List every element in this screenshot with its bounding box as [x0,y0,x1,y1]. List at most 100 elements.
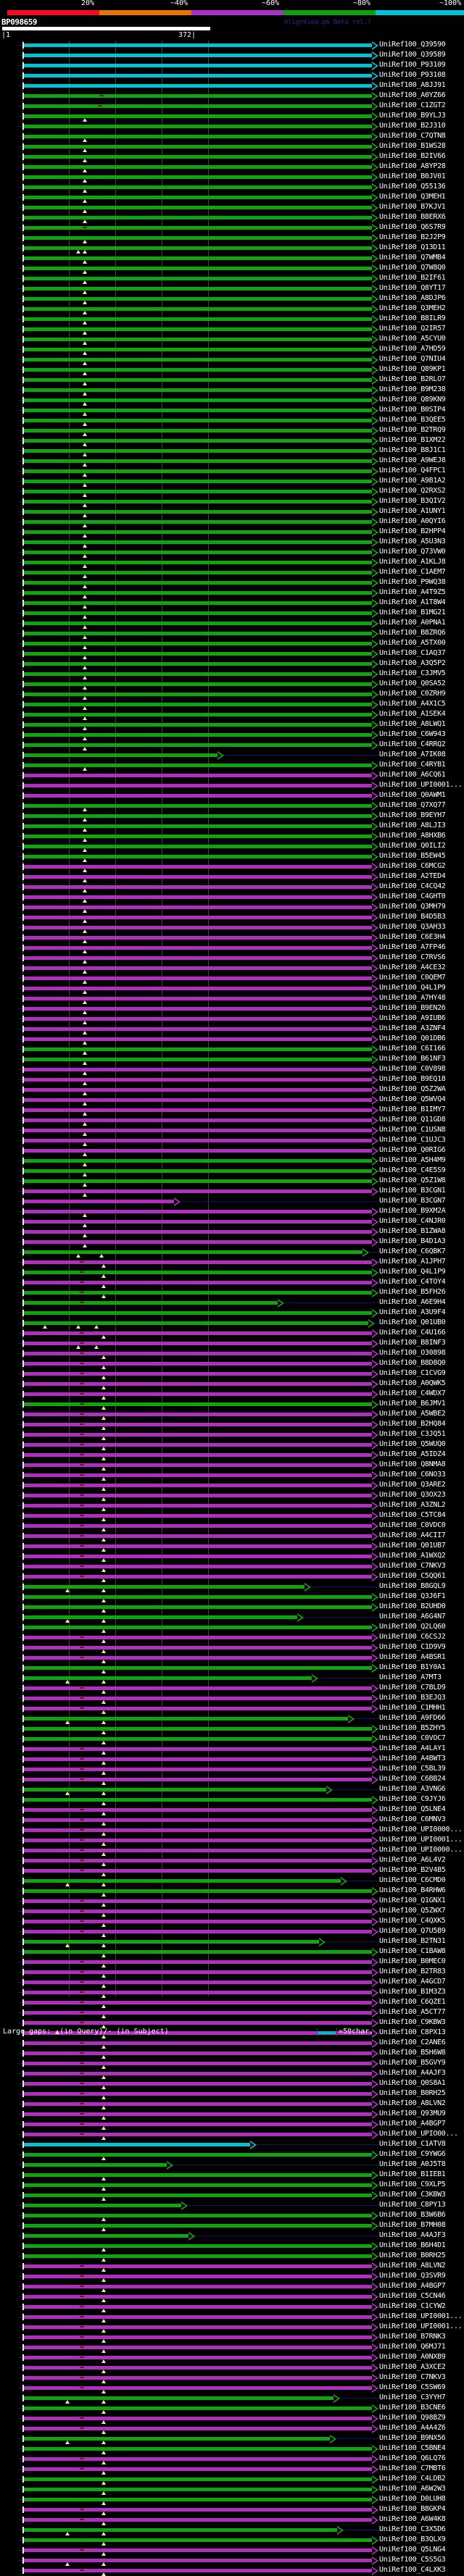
alignment-bar[interactable] [24,824,372,828]
hit-accession-label[interactable]: UniRef100_B1IEB1 [379,2170,446,2178]
hit-accession-label[interactable]: UniRef100_A3ZNF4 [379,1024,446,1032]
alignment-bar[interactable] [24,277,372,280]
hit-row[interactable]: UniRef100_A1KLJ8 [0,558,464,568]
hit-row[interactable]: UniRef100_B9EYH7 [0,811,464,821]
hit-row[interactable]: UniRef100_B2IF61 [0,274,464,284]
hit-accession-label[interactable]: UniRef100_A8YP28 [379,162,446,170]
hit-row[interactable]: UniRef100_A4A4Z6 [0,2424,464,2434]
alignment-bar[interactable] [24,1382,372,1386]
alignment-bar[interactable] [24,1849,372,1852]
hit-accession-label[interactable]: UniRef100_B7MH08 [379,2221,446,2229]
hit-row[interactable]: UniRef100_Q6LQ76 [0,2454,464,2464]
alignment-bar[interactable] [24,946,372,950]
alignment-bar[interactable] [24,520,372,524]
alignment-bar[interactable] [24,327,372,331]
alignment-bar[interactable] [24,1088,372,1092]
hit-row[interactable]: UniRef100_A9FD66 [0,1714,464,1724]
alignment-bar[interactable] [24,1818,372,1822]
hit-row[interactable]: UniRef100_C9YWG6 [0,2150,464,2160]
hit-row[interactable]: UniRef100_B2IV66 [0,152,464,162]
alignment-bar[interactable] [24,875,372,879]
alignment-bar[interactable] [24,1595,372,1599]
hit-row[interactable]: UniRef100_A3VNG6 [0,1785,464,1795]
alignment-bar[interactable] [24,2011,372,2015]
hit-accession-label[interactable]: UniRef100_UPI0001... [379,2312,463,2320]
hit-row[interactable]: UniRef100_C1ATV8 [0,2140,464,2150]
alignment-bar[interactable] [24,916,372,919]
hit-row[interactable]: UniRef100_B3QEE5 [0,416,464,426]
alignment-bar[interactable] [24,43,372,47]
hit-row[interactable]: UniRef100_C5BL39 [0,1765,464,1775]
hit-row[interactable]: UniRef100_A8HXB6 [0,832,464,842]
hit-row[interactable]: UniRef100_P9WQ38 [0,578,464,588]
hit-row[interactable]: UniRef100_A0J5T8 [0,2160,464,2170]
alignment-bar[interactable] [24,1433,372,1437]
hit-accession-label[interactable]: UniRef100_A6CQ61 [379,771,446,779]
hit-row[interactable]: UniRef100_C6W943 [0,730,464,740]
alignment-bar[interactable] [24,2457,372,2461]
hit-accession-label[interactable]: UniRef100_C4RYB1 [379,761,446,769]
hit-row[interactable]: UniRef100_C6BB24 [0,1775,464,1785]
hit-accession-label[interactable]: UniRef100_B61NF3 [379,1055,446,1063]
alignment-bar[interactable] [24,540,372,544]
alignment-bar[interactable] [24,591,372,595]
hit-row[interactable]: UniRef100_Q55136 [0,183,464,193]
alignment-bar[interactable] [24,1159,372,1163]
hit-accession-label[interactable]: UniRef100_A6E9H4 [379,1298,446,1306]
alignment-bar[interactable] [24,1301,278,1305]
hit-row[interactable]: UniRef100_B2HPP4 [0,527,464,538]
alignment-bar[interactable] [24,2163,167,2167]
alignment-bar[interactable] [24,2427,372,2430]
hit-accession-label[interactable]: UniRef100_C1USN8 [379,1126,446,1134]
hit-accession-label[interactable]: UniRef100_A4T9Z5 [379,588,446,596]
alignment-bar[interactable] [24,2508,372,2512]
hit-accession-label[interactable]: UniRef100_Q39589 [379,51,446,59]
hit-accession-label[interactable]: UniRef100_C4U166 [379,1329,446,1337]
hit-accession-label[interactable]: UniRef100_C4E5S9 [379,1166,446,1174]
alignment-bar[interactable] [24,2366,372,2370]
hit-row[interactable]: UniRef100_B8ERX6 [0,213,464,223]
alignment-bar[interactable] [24,1646,372,1649]
hit-accession-label[interactable]: UniRef100_B8GQL9 [379,1582,446,1590]
hit-accession-label[interactable]: UniRef100_B2J310 [379,122,446,130]
hit-row[interactable]: UniRef100_B6JMV1 [0,1400,464,1410]
hit-row[interactable]: UniRef100_Q5WVQ4 [0,1095,464,1105]
alignment-bar[interactable] [24,1392,372,1396]
alignment-bar[interactable] [24,84,372,88]
alignment-bar[interactable] [24,2518,372,2522]
hit-accession-label[interactable]: UniRef100_B2J2P9 [379,233,446,241]
alignment-bar[interactable] [24,2183,372,2187]
alignment-bar[interactable] [24,895,372,899]
alignment-bar[interactable] [24,2437,330,2441]
hit-accession-label[interactable]: UniRef100_B8J1C1 [379,446,446,454]
hit-accession-label[interactable]: UniRef100_UPIO00... [379,2130,458,2138]
hit-row[interactable]: UniRef100_C6CSJ2 [0,1633,464,1643]
alignment-bar[interactable] [24,114,372,118]
hit-accession-label[interactable]: UniRef100_A6W2W3 [379,2485,446,2493]
hit-accession-label[interactable]: UniRef100_B9NX56 [379,2434,446,2442]
alignment-bar[interactable] [24,2244,372,2248]
alignment-bar[interactable] [24,1149,372,1153]
alignment-bar[interactable] [24,1768,372,1771]
hit-row[interactable]: UniRef100_Q3SVR9 [0,2272,464,2282]
hit-row[interactable]: UniRef100_C7NKV3 [0,1562,464,1572]
hit-row[interactable]: UniRef100_Q13D11 [0,243,464,254]
hit-accession-label[interactable]: UniRef100_Q5WUQ0 [379,1440,446,1448]
alignment-bar[interactable] [24,1737,372,1741]
hit-accession-label[interactable]: UniRef100_Q73VW0 [379,548,446,556]
alignment-bar[interactable] [24,1118,372,1122]
hit-accession-label[interactable]: UniRef100_A5WBE2 [379,1410,446,1418]
hit-row[interactable]: UniRef100_C3JQ51 [0,1430,464,1440]
hit-row[interactable]: UniRef100_A4GCD7 [0,1978,464,1988]
hit-row[interactable]: UniRef100_A4CE32 [0,963,464,974]
alignment-bar[interactable] [24,2234,188,2238]
hit-accession-label[interactable]: UniRef100_B3QLX9 [379,2535,446,2543]
alignment-bar[interactable] [24,297,372,301]
alignment-bar[interactable] [24,1047,372,1051]
hit-accession-label[interactable]: UniRef100_A0J5T8 [379,2160,446,2168]
hit-accession-label[interactable]: UniRef100_C5SW69 [379,2383,446,2391]
hit-row[interactable]: UniRef100_Q0ILI2 [0,842,464,852]
hit-accession-label[interactable]: UniRef100_C6NO33 [379,1471,446,1479]
alignment-bar[interactable] [24,1727,372,1731]
hit-row[interactable]: UniRef100_C9JYJ6 [0,1795,464,1805]
